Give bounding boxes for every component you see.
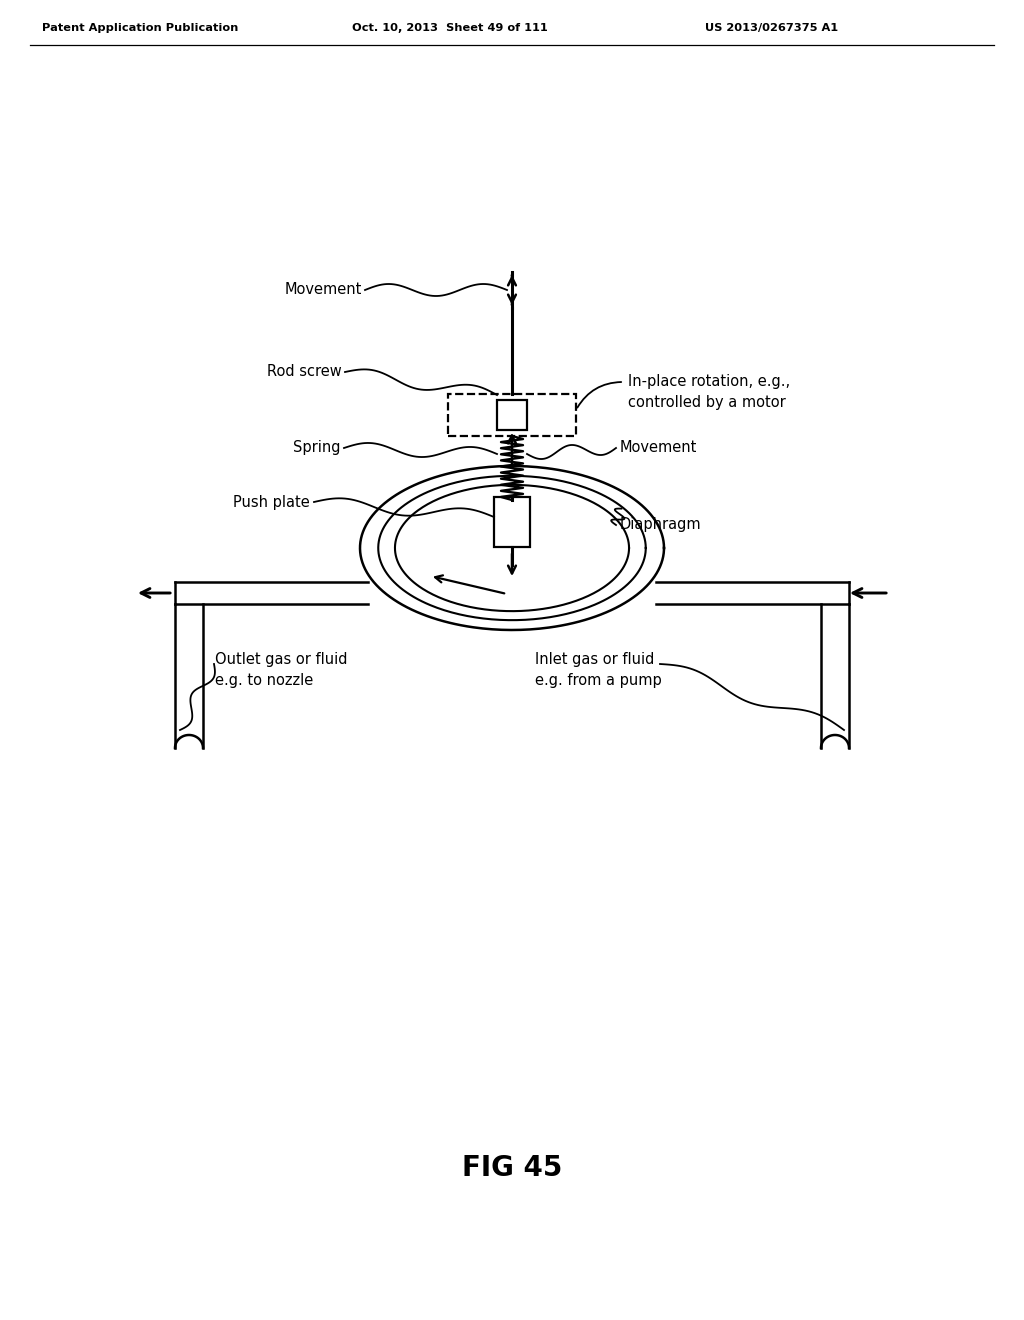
Bar bbox=[497, 400, 527, 430]
Bar bbox=[449, 393, 577, 436]
Text: Diaphragm: Diaphragm bbox=[620, 517, 701, 532]
Text: Push plate: Push plate bbox=[233, 495, 310, 510]
Bar bbox=[494, 498, 530, 546]
Text: In-place rotation, e.g.,
controlled by a motor: In-place rotation, e.g., controlled by a… bbox=[628, 374, 791, 411]
Text: Oct. 10, 2013  Sheet 49 of 111: Oct. 10, 2013 Sheet 49 of 111 bbox=[352, 22, 548, 33]
Text: US 2013/0267375 A1: US 2013/0267375 A1 bbox=[705, 22, 838, 33]
Text: Outlet gas or fluid
e.g. to nozzle: Outlet gas or fluid e.g. to nozzle bbox=[215, 652, 347, 688]
Text: Movement: Movement bbox=[620, 441, 697, 455]
Text: FIG 45: FIG 45 bbox=[462, 1154, 562, 1181]
Text: Patent Application Publication: Patent Application Publication bbox=[42, 22, 239, 33]
Text: Spring: Spring bbox=[293, 441, 340, 455]
Text: Movement: Movement bbox=[285, 282, 362, 297]
Text: Rod screw: Rod screw bbox=[267, 364, 342, 380]
Text: Inlet gas or fluid
e.g. from a pump: Inlet gas or fluid e.g. from a pump bbox=[535, 652, 662, 688]
